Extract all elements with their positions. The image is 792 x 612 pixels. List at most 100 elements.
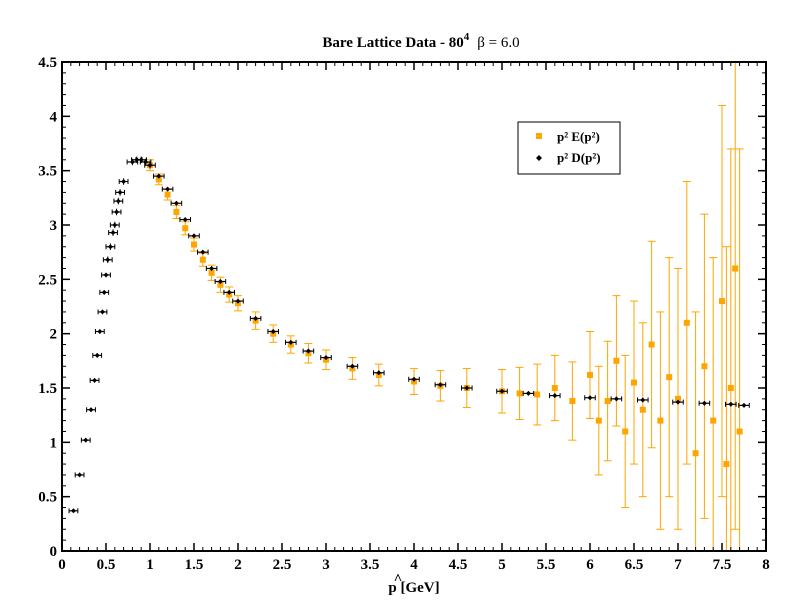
e-point <box>723 461 730 468</box>
x-tick-label: 2 <box>234 557 242 573</box>
y-tick-label: 2.5 <box>38 272 57 288</box>
x-axis-label-unit: [GeV] <box>397 580 440 596</box>
y-tick-label: 1.5 <box>38 381 57 397</box>
x-tick-label: 1 <box>146 557 154 573</box>
d-point <box>182 217 188 223</box>
legend-marker-e <box>536 133 542 139</box>
d-point <box>209 265 215 271</box>
e-point <box>701 363 708 370</box>
x-tick-label: 7 <box>674 557 682 573</box>
e-point <box>727 385 734 391</box>
d-point <box>103 272 109 278</box>
x-axis-label-symbol: p <box>388 580 396 596</box>
e-point <box>675 395 681 402</box>
d-point <box>226 289 232 295</box>
x-axis-label-hat: ^ <box>394 572 403 588</box>
chart-title-main: Bare Lattice Data - 80 <box>322 35 463 51</box>
d-point <box>288 339 294 345</box>
y-tick-label: 3 <box>50 218 58 234</box>
d-point <box>97 328 103 334</box>
d-point <box>587 395 593 401</box>
d-point <box>117 189 123 195</box>
d-point <box>525 390 531 396</box>
d-point <box>99 309 105 315</box>
e-point <box>719 298 725 305</box>
d-point <box>83 437 89 443</box>
d-point <box>640 397 646 403</box>
legend: p² E(p²) p² D(p²) <box>517 121 621 175</box>
x-tick-label: 5 <box>498 557 506 573</box>
d-point <box>77 472 83 478</box>
e-point <box>648 341 655 348</box>
e-point <box>199 256 206 263</box>
x-tick-label: 6.5 <box>625 557 644 573</box>
d-point <box>88 407 94 413</box>
d-point <box>613 396 619 402</box>
x-tick-label: 5.5 <box>537 557 556 573</box>
d-point <box>112 222 118 228</box>
d-point <box>728 401 734 407</box>
d-point <box>349 363 355 369</box>
x-tick-label: 6 <box>586 557 594 573</box>
y-tick-label: 1 <box>50 435 58 451</box>
e-point <box>666 374 673 381</box>
x-tick-label: 3 <box>322 557 330 573</box>
legend-label-e: p² E(p²) <box>557 129 600 144</box>
e-point <box>155 176 162 183</box>
y-axis: 0 0.5 1 1.5 2 2.5 3 3.5 4 4.5 <box>38 55 766 560</box>
legend-marker-d <box>536 155 542 161</box>
d-point <box>101 289 107 295</box>
d-point <box>147 162 153 168</box>
e-point <box>732 265 739 272</box>
x-tick-label: 2.5 <box>273 557 292 573</box>
e-point <box>595 417 602 424</box>
y-tick-label: 4.5 <box>38 55 57 71</box>
e-point <box>683 319 690 326</box>
x-tick-label: 4 <box>410 557 418 573</box>
e-point <box>736 428 743 435</box>
y-tick-label: 3.5 <box>38 164 57 180</box>
e-point <box>516 390 523 397</box>
x-tick-label: 4.5 <box>449 557 468 573</box>
d-point <box>115 198 121 204</box>
d-point <box>165 186 171 192</box>
x-axis-label: p [GeV] <box>388 580 439 596</box>
d-point <box>376 370 382 376</box>
x-tick-label: 7.5 <box>713 557 732 573</box>
d-point <box>191 233 197 239</box>
d-point <box>105 257 111 263</box>
d-point <box>156 173 162 179</box>
e-point <box>208 269 215 276</box>
e-point <box>569 398 576 405</box>
chart-title: Bare Lattice Data - 804 β = 6.0 <box>322 31 519 51</box>
e-point <box>164 191 171 198</box>
y-tick-label: 4 <box>50 109 58 125</box>
d-point <box>235 298 241 304</box>
e-point <box>604 398 611 405</box>
chart-title-beta: β = 6.0 <box>477 35 519 51</box>
e-point <box>639 406 646 413</box>
e-point <box>182 225 189 232</box>
e-point <box>657 417 664 424</box>
e-point <box>710 417 717 424</box>
e-point <box>191 241 197 248</box>
y-tick-label: 0 <box>50 544 58 560</box>
series-e-layer <box>146 61 744 552</box>
x-tick-label: 0.5 <box>97 557 116 573</box>
d-point <box>253 315 259 321</box>
e-point <box>534 391 541 398</box>
d-point <box>107 244 113 250</box>
d-point <box>701 400 707 406</box>
d-point <box>675 399 681 405</box>
y-tick-label: 2 <box>50 327 58 343</box>
d-point <box>741 402 747 408</box>
d-point <box>94 352 100 358</box>
d-point <box>437 382 443 388</box>
d-point <box>270 328 276 334</box>
d-point <box>499 388 505 394</box>
d-point <box>552 393 558 399</box>
series-d-layer <box>68 156 750 514</box>
d-point <box>200 249 206 255</box>
y-tick-label: 0.5 <box>38 490 57 506</box>
d-point <box>305 348 311 354</box>
